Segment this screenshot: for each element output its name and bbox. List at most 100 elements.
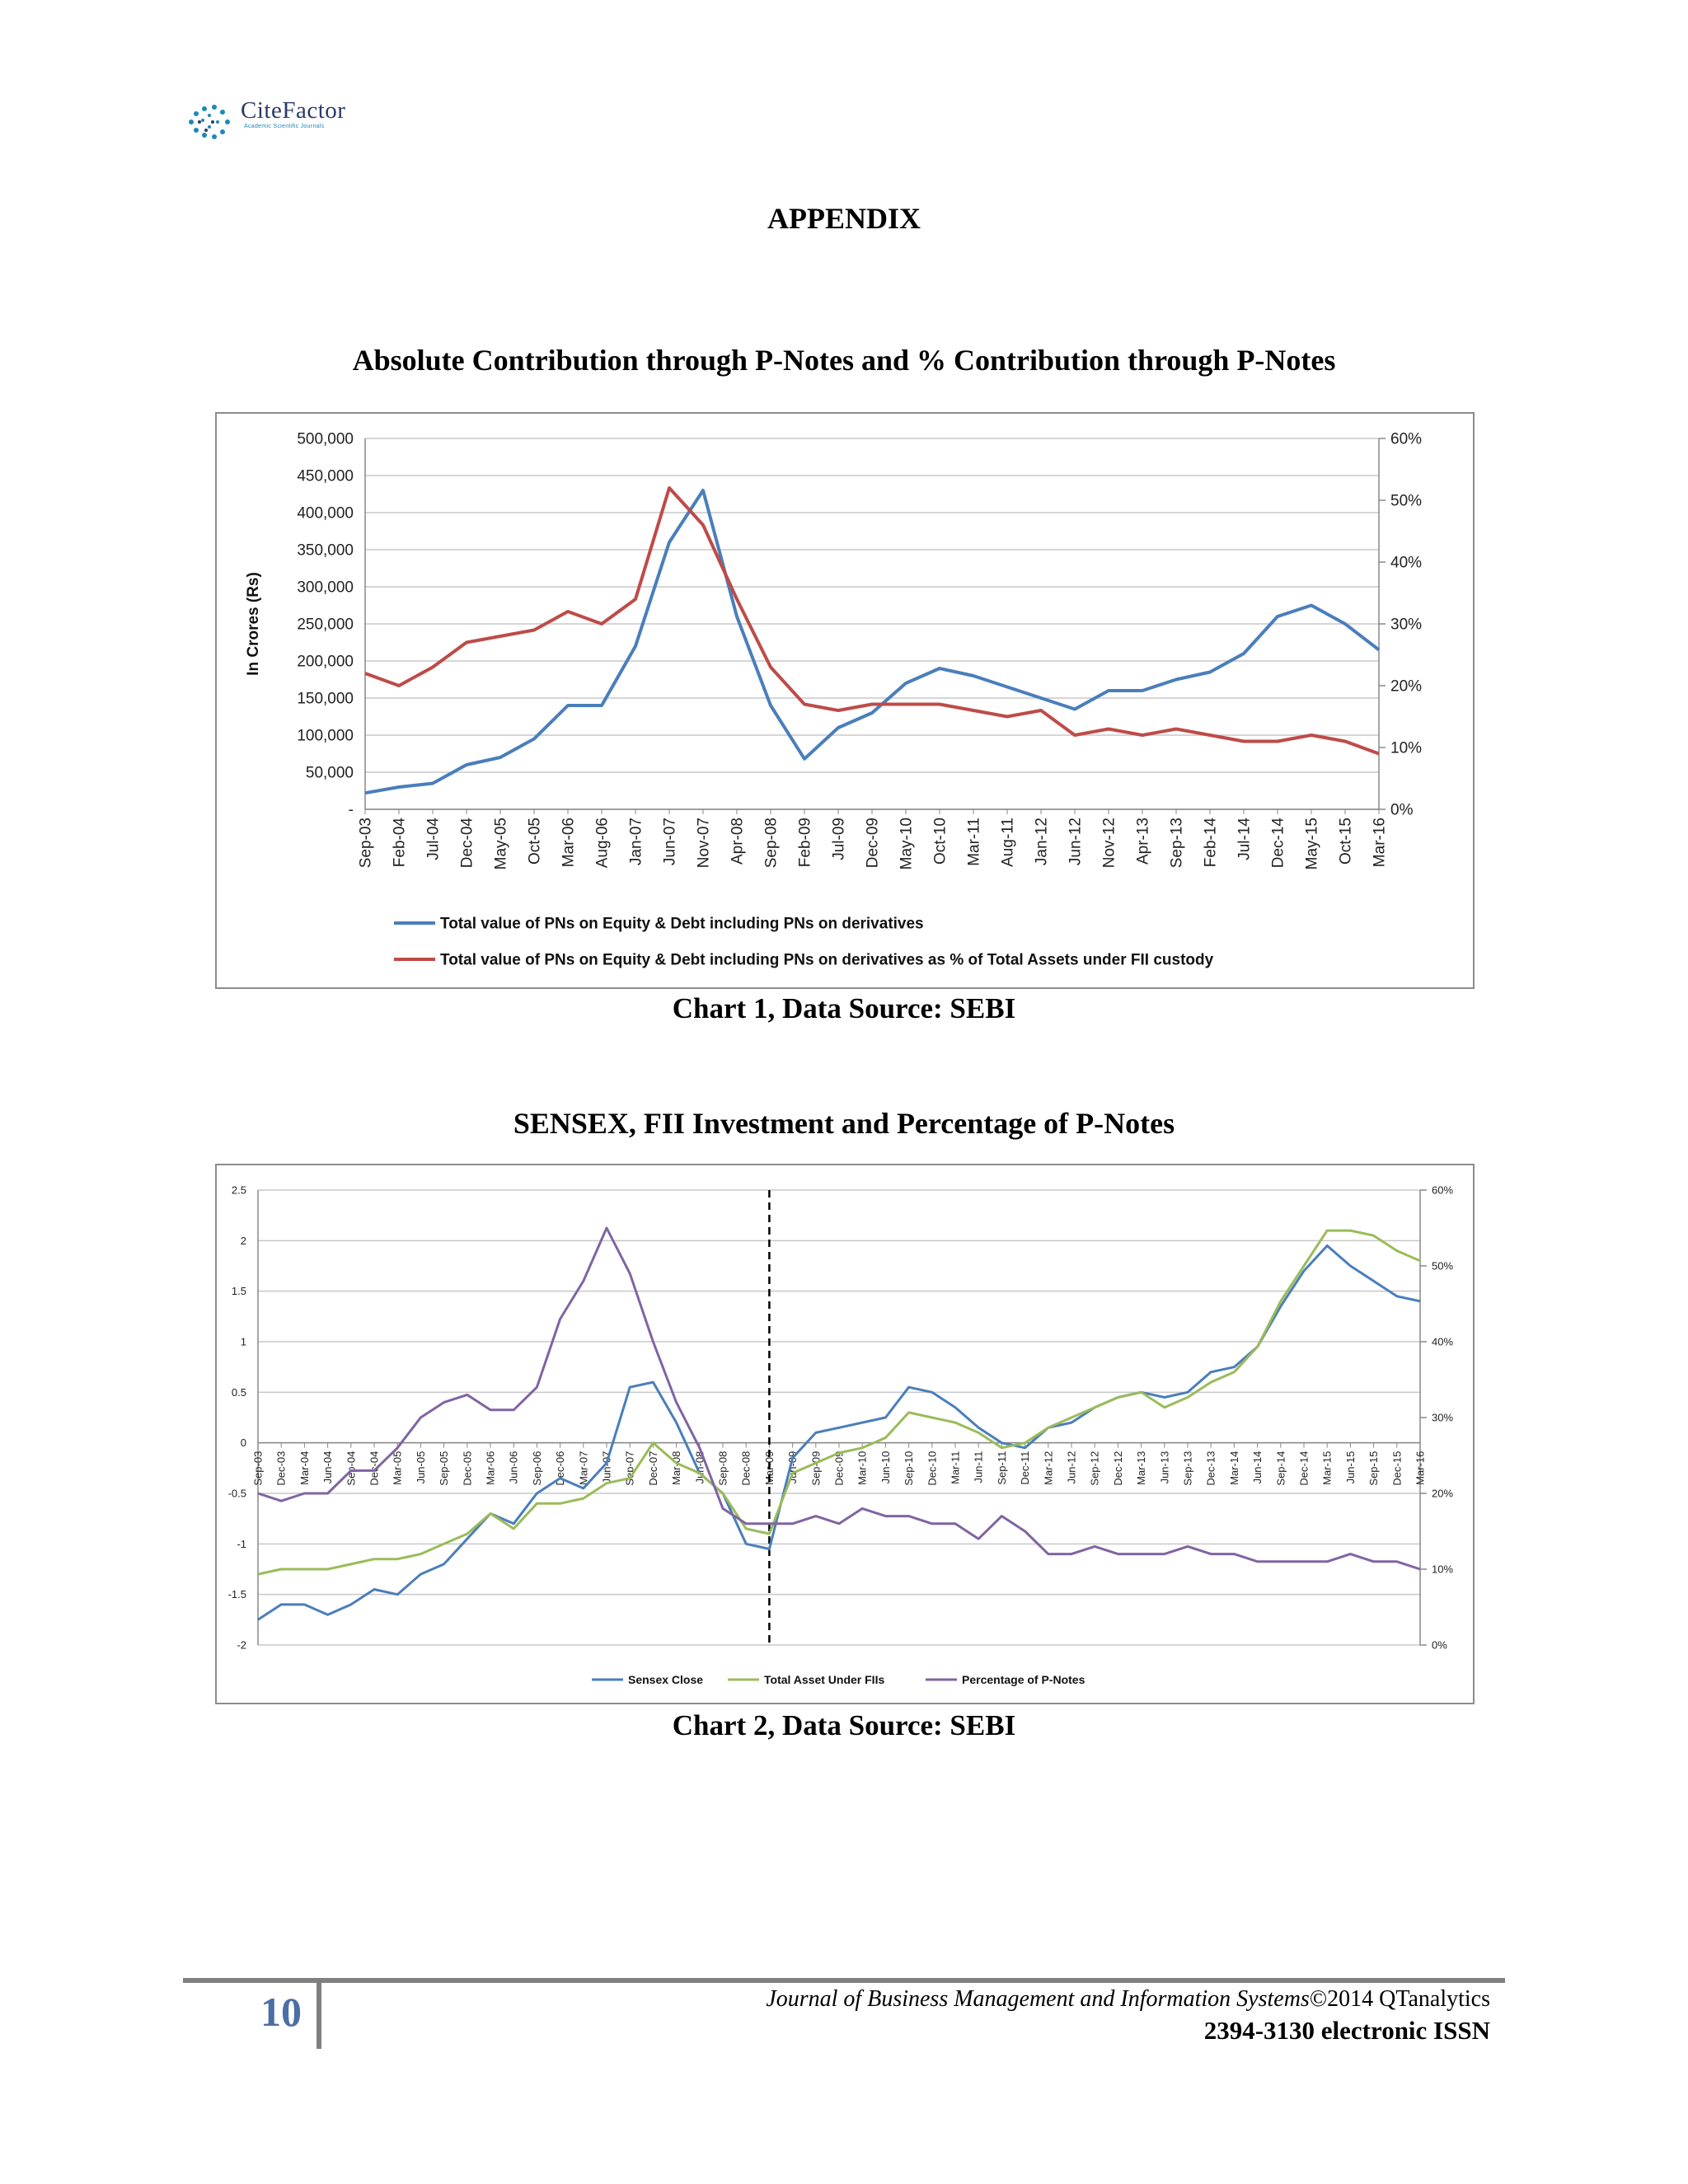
appendix-title: APPENDIX	[767, 202, 921, 235]
legend-label-3: Percentage of P-Notes	[962, 1673, 1085, 1686]
logo-tagline: Academic Scientific Journals	[244, 124, 325, 129]
x-tick-label: Jun-12	[1067, 818, 1085, 865]
x-tick-label: Jun-10	[879, 1451, 892, 1484]
y-tick-label: -2	[237, 1639, 246, 1652]
x-tick-label: Oct-15	[1338, 818, 1355, 865]
x-tick-label: Jun-06	[508, 1451, 520, 1484]
x-tick-label: Mar-07	[577, 1451, 589, 1485]
y-tick-label: -	[349, 802, 354, 819]
x-tick-label: Aug-11	[1000, 818, 1017, 867]
x-tick-label: Dec-14	[1298, 1451, 1311, 1486]
x-tick-label: Sep-03	[252, 1451, 265, 1486]
chart1-container: 500,000 450,000 400,000 350,000 300,000 250,0…	[215, 412, 1475, 989]
y-tick-label: -0.5	[228, 1488, 246, 1500]
x-tick-label: Dec-15	[1390, 1451, 1403, 1486]
series-line-2	[364, 486, 1380, 756]
chart2-container: 2.5 2 1.5 1 0.5 0 -0.5 -1 -1.5 -2 60% 50% 40% 30% 20% 1…	[215, 1164, 1475, 1704]
x-tick-label: Mar-13	[1135, 1451, 1147, 1485]
y2-tick-label: 60%	[1432, 1184, 1453, 1197]
y-tick-label: 1	[241, 1336, 246, 1348]
y-tick-label: 150,000	[297, 691, 354, 708]
legend-label-2: Total Asset Under FIIs	[764, 1673, 884, 1686]
x-tick-label: May-05	[493, 818, 510, 869]
chart2-heading: SENSEX, FII Investment and Percentage of…	[513, 1107, 1175, 1140]
x-tick-label: Jun-07	[662, 818, 679, 865]
x-tick-label: Mar-08	[670, 1451, 682, 1485]
legend-label-1: Total value of PNs on Equity & Debt incl…	[440, 916, 924, 933]
x-tick-label: Feb-04	[392, 818, 409, 868]
y-tick-label: 2	[241, 1235, 246, 1247]
journal-name: Journal of Business Management and Infor…	[766, 1986, 1490, 2013]
x-tick-label: Sep-05	[438, 1451, 450, 1486]
x-tick-label: Nov-07	[696, 818, 713, 868]
x-tick-label: Mar-14	[1228, 1451, 1240, 1485]
x-tick-label: Mar-10	[856, 1451, 869, 1485]
x-tick-label: Aug-06	[594, 818, 612, 868]
x-tick-label: Jun-05	[415, 1451, 427, 1484]
x-tick-label: Feb-14	[1203, 818, 1220, 868]
x-tick-label: Oct-10	[932, 818, 950, 865]
x-tick-label: Mar-11	[950, 1451, 962, 1484]
y2-tick-label: 0%	[1390, 802, 1414, 819]
y-tick-label: 500,000	[297, 431, 354, 448]
y2-tick-label: 50%	[1390, 493, 1422, 510]
x-tick-label: Mar-11	[966, 818, 983, 866]
x-tick-label: Mar-06	[560, 818, 578, 867]
x-tick-label: Dec-05	[461, 1451, 473, 1486]
x-tick-label: Apr-13	[1135, 818, 1152, 865]
y-tick-label: 300,000	[297, 579, 354, 597]
y2-tick-label: 40%	[1432, 1336, 1453, 1348]
x-tick-label: Sep-03	[358, 818, 375, 868]
x-tick-label: Mar-16	[1372, 818, 1389, 867]
x-tick-label: Sep-08	[717, 1451, 729, 1486]
x-tick-label: May-15	[1304, 818, 1321, 869]
chart1-caption: Chart 1, Data Source: SEBI	[672, 992, 1016, 1024]
y2-tick-label: 20%	[1390, 678, 1422, 696]
y2-tick-label: 20%	[1432, 1488, 1453, 1500]
y2-tick-label: 60%	[1390, 431, 1422, 448]
series-line-1	[257, 1244, 1421, 1621]
legend-label-2: Total value of PNs on Equity & Debt incl…	[440, 952, 1214, 969]
x-tick-label: Dec-10	[926, 1451, 938, 1486]
x-tick-label: Dec-11	[1019, 1451, 1031, 1485]
x-tick-label: Apr-08	[729, 818, 747, 865]
y2-tick-label: 50%	[1432, 1260, 1453, 1272]
x-tick-label: Dec-13	[1205, 1451, 1217, 1486]
y-tick-label: 350,000	[297, 542, 354, 560]
issn: 2394-3130 electronic ISSN	[1203, 2016, 1490, 2045]
x-tick-label: Jun-07	[601, 1451, 613, 1484]
x-tick-label: Jun-09	[786, 1451, 799, 1484]
chart1-heading: Absolute Contribution through P-Notes an…	[352, 344, 1336, 377]
x-tick-label: Mar-05	[392, 1451, 404, 1485]
y-tick-label: 2.5	[232, 1184, 246, 1197]
x-tick-label: Dec-04	[459, 818, 476, 869]
y2-tick-label: 0%	[1432, 1639, 1447, 1652]
x-tick-label: May-10	[898, 818, 916, 869]
x-tick-label: Jun-12	[1066, 1451, 1078, 1484]
citefactor-logo	[189, 105, 230, 139]
x-tick-label: Sep-14	[1274, 1451, 1287, 1486]
series-line-1	[364, 489, 1381, 795]
x-tick-label: Oct-05	[527, 818, 544, 865]
chart2-caption: Chart 2, Data Source: SEBI	[672, 1709, 1016, 1741]
y-tick-label: 0	[241, 1436, 246, 1449]
page-number: 10	[260, 1989, 302, 2035]
x-tick-label: Jun-13	[1158, 1451, 1170, 1484]
copyright: ©2014 QTanalytics	[1309, 1986, 1490, 2012]
series-line-2	[257, 1229, 1421, 1576]
logo-name: CiteFactor	[241, 97, 346, 124]
y2-tick-label: 40%	[1390, 555, 1422, 572]
x-tick-label: Jun-15	[1344, 1451, 1357, 1484]
x-tick-label: Dec-06	[554, 1451, 566, 1486]
x-tick-label: Sep-04	[345, 1451, 357, 1486]
footer-rule	[183, 1978, 1505, 1983]
x-tick-label: Dec-09	[865, 818, 882, 868]
y-tick-label: 450,000	[297, 468, 354, 485]
x-tick-label: Dec-04	[368, 1451, 381, 1486]
x-tick-label: Sep-13	[1169, 818, 1186, 868]
y-tick-label: 400,000	[297, 505, 354, 523]
y2-tick-label: 10%	[1432, 1563, 1453, 1576]
x-tick-label: Jan-07	[628, 818, 645, 865]
y-tick-label: 250,000	[297, 616, 354, 634]
x-tick-label: Jul-14	[1236, 818, 1254, 860]
